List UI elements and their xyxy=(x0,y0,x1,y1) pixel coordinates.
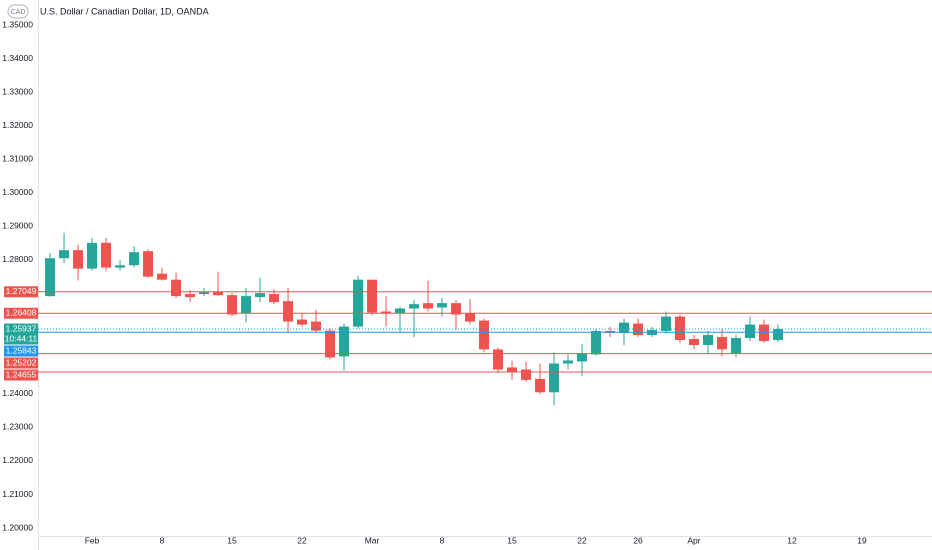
y-tick-label: 1.24000 xyxy=(2,388,33,398)
candle-body xyxy=(213,292,224,296)
candle-body xyxy=(661,316,672,331)
candle-body xyxy=(339,326,350,357)
candle-body xyxy=(185,294,196,298)
candle-body xyxy=(381,311,392,314)
candle-body xyxy=(549,363,560,393)
candle-body xyxy=(129,252,140,266)
candle-body xyxy=(563,360,574,364)
candle-body xyxy=(493,349,504,370)
y-tick-label: 1.22000 xyxy=(2,455,33,465)
x-tick-label: 8 xyxy=(440,535,445,545)
candle-body xyxy=(717,336,728,350)
candle-body xyxy=(255,293,266,298)
price-label: 1.26408 xyxy=(6,308,37,318)
price-label-box xyxy=(4,323,38,345)
candle-body xyxy=(269,294,280,303)
x-tick-label: Mar xyxy=(365,535,380,545)
candle-body xyxy=(143,251,154,277)
x-tick-label: 19 xyxy=(857,535,867,545)
candle-body xyxy=(689,338,700,346)
candle-body xyxy=(745,324,756,338)
candle-body xyxy=(703,334,714,346)
x-tick-label: Feb xyxy=(85,535,100,545)
candle-body xyxy=(619,322,630,333)
candle-body xyxy=(101,242,112,268)
y-tick-label: 1.20000 xyxy=(2,522,33,532)
candle-body xyxy=(577,353,588,362)
y-tick-label: 1.30000 xyxy=(2,187,33,197)
y-tick-label: 1.23000 xyxy=(2,422,33,432)
x-tick-label: 12 xyxy=(787,535,797,545)
price-label-box xyxy=(4,286,38,298)
price-label: 1.25843 xyxy=(6,345,37,355)
y-tick-label: 1.28000 xyxy=(2,254,33,264)
candle-body xyxy=(311,321,322,331)
candle-body xyxy=(437,303,448,308)
candle-body xyxy=(465,313,476,322)
y-tick-label: 1.21000 xyxy=(2,489,33,499)
price-label-box xyxy=(4,345,38,357)
x-tick-label: 22 xyxy=(297,535,307,545)
candle-body xyxy=(367,279,378,313)
candle-body xyxy=(157,273,168,280)
candle-body xyxy=(423,303,434,309)
candle-body xyxy=(451,303,462,315)
candle-body xyxy=(591,330,602,355)
candle-body xyxy=(73,250,84,269)
candle-body xyxy=(675,316,686,341)
candle-body xyxy=(241,296,252,314)
x-tick-label: 26 xyxy=(633,535,643,545)
candle-body xyxy=(171,279,182,297)
price-label-box xyxy=(4,369,38,381)
candle-body xyxy=(535,378,546,393)
candle-body xyxy=(227,295,238,315)
candle-body xyxy=(731,337,742,354)
y-tick-label: 1.33000 xyxy=(2,87,33,97)
y-tick-label: 1.35000 xyxy=(2,20,33,30)
price-label: 1.27049 xyxy=(6,286,37,296)
currency-badge-text: CAD xyxy=(11,9,26,16)
price-label-box xyxy=(4,357,38,369)
price-label: 1.25202 xyxy=(6,357,37,367)
candle-body xyxy=(45,258,56,297)
candle-body xyxy=(199,292,210,295)
y-tick-label: 1.31000 xyxy=(2,154,33,164)
candle-body xyxy=(507,367,518,372)
candle-body xyxy=(409,304,420,309)
candle-body xyxy=(87,242,98,269)
candle-body xyxy=(395,308,406,314)
y-tick-label: 1.29000 xyxy=(2,221,33,231)
y-tick-label: 1.34000 xyxy=(2,53,33,63)
candle-body xyxy=(773,329,784,341)
candle-body xyxy=(759,324,770,342)
price-label: 1.25937 xyxy=(6,323,37,333)
x-tick-label: 8 xyxy=(160,535,165,545)
candle-body xyxy=(353,279,364,327)
currency-badge xyxy=(7,4,29,19)
price-label: 1.24655 xyxy=(6,369,37,379)
x-tick-label: 15 xyxy=(227,535,237,545)
countdown-label: 10:44:11 xyxy=(5,333,38,343)
candle-body xyxy=(521,369,532,380)
price-label-box xyxy=(4,307,38,319)
candle-body xyxy=(297,319,308,325)
candle-body xyxy=(479,320,490,350)
x-tick-label: 22 xyxy=(577,535,587,545)
chart-title: U.S. Dollar / Canadian Dollar, 1D, OANDA xyxy=(40,6,209,16)
candle-body xyxy=(325,330,336,358)
candle-body xyxy=(59,250,70,259)
candle-body xyxy=(115,265,126,268)
x-tick-label: Apr xyxy=(687,535,700,545)
x-tick-label: 15 xyxy=(507,535,517,545)
y-tick-label: 1.32000 xyxy=(2,120,33,130)
candle-body xyxy=(283,301,294,322)
